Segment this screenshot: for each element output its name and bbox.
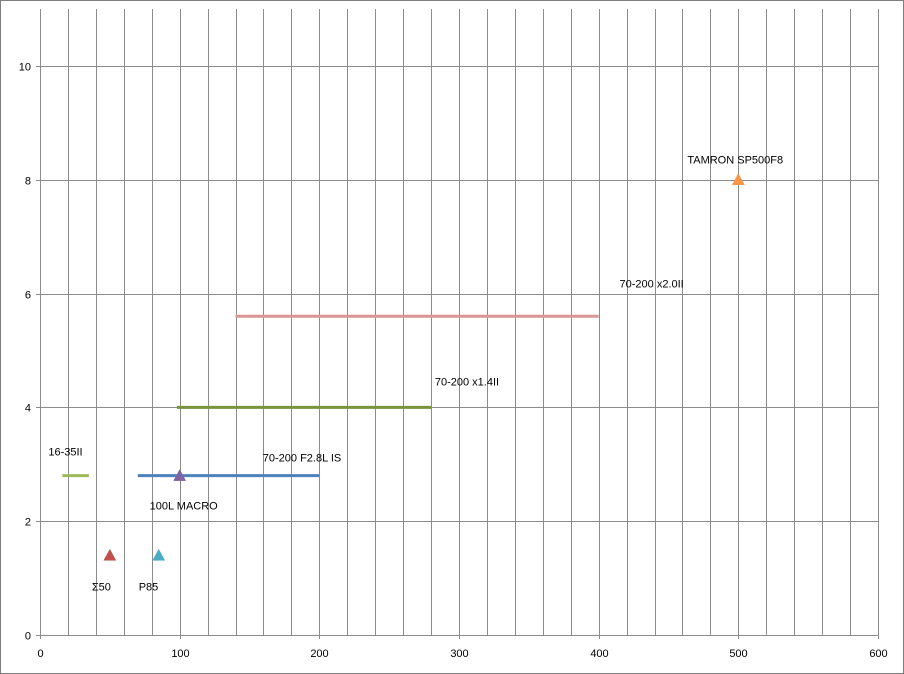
y-tick-label: 4 xyxy=(25,403,31,415)
range-label: 70-200 x1.4II xyxy=(435,376,499,388)
point-marker xyxy=(103,548,117,561)
y-tick-label: 6 xyxy=(25,290,31,302)
point-label: TAMRON SP500F8 xyxy=(687,155,783,167)
x-tick-label: 100 xyxy=(171,648,189,660)
x-tick-label: 600 xyxy=(869,648,887,660)
y-tick-label: 8 xyxy=(25,176,31,188)
grid-layer xyxy=(40,9,879,635)
range-label: 16-35II xyxy=(48,447,82,459)
point-marker xyxy=(152,548,166,561)
x-tick-label: 500 xyxy=(729,648,747,660)
y-tick-label: 0 xyxy=(25,631,31,643)
point-label: 100L MACRO xyxy=(150,501,219,513)
point-label: P85 xyxy=(139,581,159,593)
range-label: 70-200 F2.8L IS xyxy=(263,453,341,465)
point-label: Σ50 xyxy=(92,581,111,593)
range-label: 70-200 x2.0II xyxy=(620,278,684,290)
series-layer xyxy=(62,173,745,561)
point-marker xyxy=(731,173,745,185)
point-marker xyxy=(173,469,187,481)
y-tick-label: 10 xyxy=(19,62,31,74)
x-tick-label: 300 xyxy=(450,648,468,660)
y-tick-label: 2 xyxy=(25,517,31,529)
label-layer: 16-35II 70-200 F2.8L IS 70-200 x1.4II 70-20… xyxy=(48,155,783,594)
x-tick-label: 200 xyxy=(310,648,328,660)
x-tick-label: 400 xyxy=(590,648,608,660)
x-tick-label: 0 xyxy=(37,648,43,660)
